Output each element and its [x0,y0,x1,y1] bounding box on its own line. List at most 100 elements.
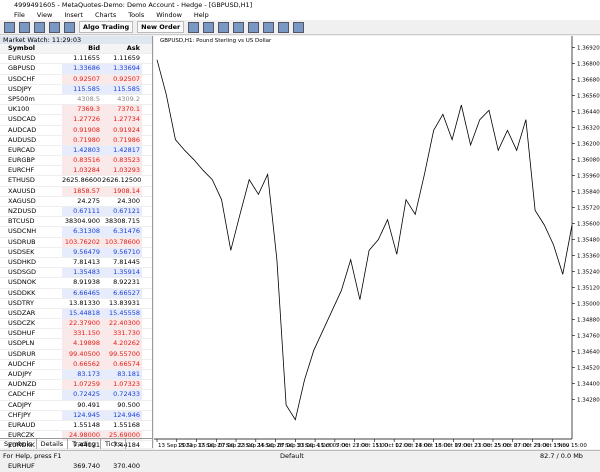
icon[interactable] [278,21,290,33]
icon[interactable] [263,21,275,33]
bid: 1858.57 [62,186,102,196]
symbol: USDSGD [8,268,37,277]
y-tick-label: 1.34760 [577,334,600,340]
symbol-row[interactable]: AUDCHF 0.66562 0.66574 [0,359,152,370]
symbol-row[interactable]: USDZAR 15.44818 15.45558 [0,308,152,320]
icon[interactable] [293,21,305,33]
tab[interactable]: Trading [68,439,102,449]
x-tick-label: 24 Sep 07:00 [257,443,294,449]
symbol-row[interactable]: CADCHF 0.72425 0.72433 [0,390,152,401]
symbol-row[interactable]: NZDUSD 0.67111 0.67121 [0,207,152,218]
symbol-row[interactable]: USDJPY 115.585 115.585 [0,84,152,95]
symbol-row[interactable]: EURHUF 369.740 370.400 [0,462,152,472]
ask: 1.27734 [102,115,142,125]
bid: 90.491 [77,400,100,409]
tab[interactable]: Details [37,439,69,449]
icon[interactable] [188,21,200,33]
y-tick-label: 1.36440 [577,110,600,116]
bid: 115.585 [62,84,102,94]
icon[interactable] [218,21,230,33]
symbol-row[interactable]: USDDKK 6.66465 6.66527 [0,288,152,299]
symbol-row[interactable]: EURUSD 1.11655 1.11659 [0,54,152,65]
symbol-row[interactable]: USDTRY 13.81330 13.83931 [0,299,152,309]
symbol-row[interactable]: AUDNZD 1.07259 1.07323 [0,380,152,391]
icon[interactable] [19,21,30,33]
icon[interactable] [34,21,45,33]
icon[interactable] [248,21,260,33]
symbol-row[interactable]: GBPUSD 1.33686 1.33694 [0,64,152,75]
menu-item[interactable]: Window [156,11,182,19]
window-title: 4999491605 - MetaQuotes-Demo: Demo Accou… [14,1,253,9]
chart: GBPUSD,H1: Pound Sterling vs US Dollar 1… [154,36,600,449]
symbol: CADJPY [8,400,32,409]
symbol-row[interactable]: USDCAD 1.27726 1.27734 [0,115,152,126]
menu-item[interactable]: View [36,11,53,19]
icon[interactable] [49,21,60,33]
y-tick-label: 1.35480 [577,238,600,244]
symbol-row[interactable]: ETHUSD 2625.86600 2626.12500 [0,176,152,187]
symbol-row[interactable]: EURCAD 1.42803 1.42817 [0,145,152,157]
symbol: AUDUSD [8,135,37,144]
header-row: Symbol Bid Ask [0,44,152,55]
symbol-row[interactable]: USDPLN 4.19898 4.20262 [0,339,152,350]
symbol-row[interactable]: USDSGD 1.35483 1.35914 [0,268,152,279]
menu-item[interactable]: Charts [94,11,117,19]
bid: 124.945 [62,410,102,420]
symbol-row[interactable]: AUDCAD 0.91908 0.91924 [0,125,152,136]
ask: 331.730 [102,329,142,339]
new-order-button[interactable]: New Order [137,21,185,33]
icon[interactable] [64,21,75,33]
y-tick-label: 1.36560 [577,94,600,100]
bid: 7.44121 [73,441,100,450]
menu-item[interactable]: File [14,11,25,19]
y-tick-label: 1.34520 [577,366,600,372]
symbol-row[interactable]: USDSEK 9.56479 9.56710 [0,247,152,258]
title-bar: 4999491605 - MetaQuotes-Demo: Demo Accou… [0,0,600,10]
symbol-row[interactable]: USDHUF 331.150 331.730 [0,329,152,340]
bid: 9.56479 [62,247,102,257]
bid: 0.72425 [62,390,102,400]
symbol-row[interactable]: EURGBP 0.83516 0.83523 [0,156,152,167]
bid: 8.91938 [73,278,100,287]
icon[interactable] [4,21,15,33]
symbol-row[interactable]: USDRUB 103.76202 103.78600 [0,237,152,248]
menu-item[interactable]: Help [193,11,209,19]
symbol-row[interactable]: EURCHF 1.03284 1.03293 [0,166,152,177]
tab[interactable]: Symbols [0,439,37,449]
symbol-row[interactable]: AUDUSD 0.71980 0.71986 [0,135,152,146]
ask: 1.55168 [113,420,140,429]
icon[interactable] [203,21,215,33]
algo-trading-button[interactable]: Algo Trading [79,21,134,33]
symbol-row[interactable]: SP500m 4308.5 4309.2 [0,95,152,106]
symbol-row[interactable]: USDCZK 22.37900 22.40300 [0,319,152,330]
symbol-row[interactable]: USDNOK 8.91938 8.92231 [0,278,152,289]
menu-item[interactable]: Insert [64,11,83,19]
symbol-row[interactable]: XAGUSD 24.275 24.300 [0,197,152,207]
symbol-row[interactable]: XAUUSD 1858.57 1908.14 [0,186,152,197]
ask: 0.67121 [102,207,142,217]
tab[interactable]: Ticks [101,439,127,449]
symbol-row[interactable]: UK100 7369.3 7370.1 [0,105,152,116]
symbol-row[interactable]: EURAUD 1.55148 1.55168 [0,420,152,432]
x-tick-label: 13 Sep 2021 [158,443,193,449]
icon[interactable] [233,21,245,33]
ask: 9.56710 [102,247,142,257]
symbol-row[interactable]: USDRUR 99.40500 99.55700 [0,349,152,360]
market-watch-title: Market Watch: 11:29:03 [0,36,152,44]
symbol-row[interactable]: CHFJPY 124.945 124.946 [0,410,152,421]
ask: 83.181 [102,370,142,380]
symbol-row[interactable]: CADJPY 90.491 90.500 [0,401,152,411]
symbol: USDZAR [8,308,36,317]
menu-item[interactable]: Tools [128,11,145,19]
symbol: USDTRY [8,298,34,307]
symbol: EURCHF [8,166,35,175]
ask: 1.42817 [102,145,142,156]
symbol-row[interactable]: USDCHF 0.92507 0.92507 [0,74,152,85]
symbol-row[interactable]: EURCZK 24.98000 25.69000 [0,431,152,442]
symbol-row[interactable]: USDCNH 6.31308 6.31476 [0,227,152,238]
symbol-row[interactable]: AUDJPY 83.173 83.181 [0,370,152,381]
symbol: ETHUSD [8,176,35,185]
symbol: USDDKK [8,288,36,297]
symbol-row[interactable]: USDHKD 7.81413 7.81445 [0,258,152,269]
symbol-row[interactable]: BTCUSD 38304.900 38308.715 [0,217,152,228]
